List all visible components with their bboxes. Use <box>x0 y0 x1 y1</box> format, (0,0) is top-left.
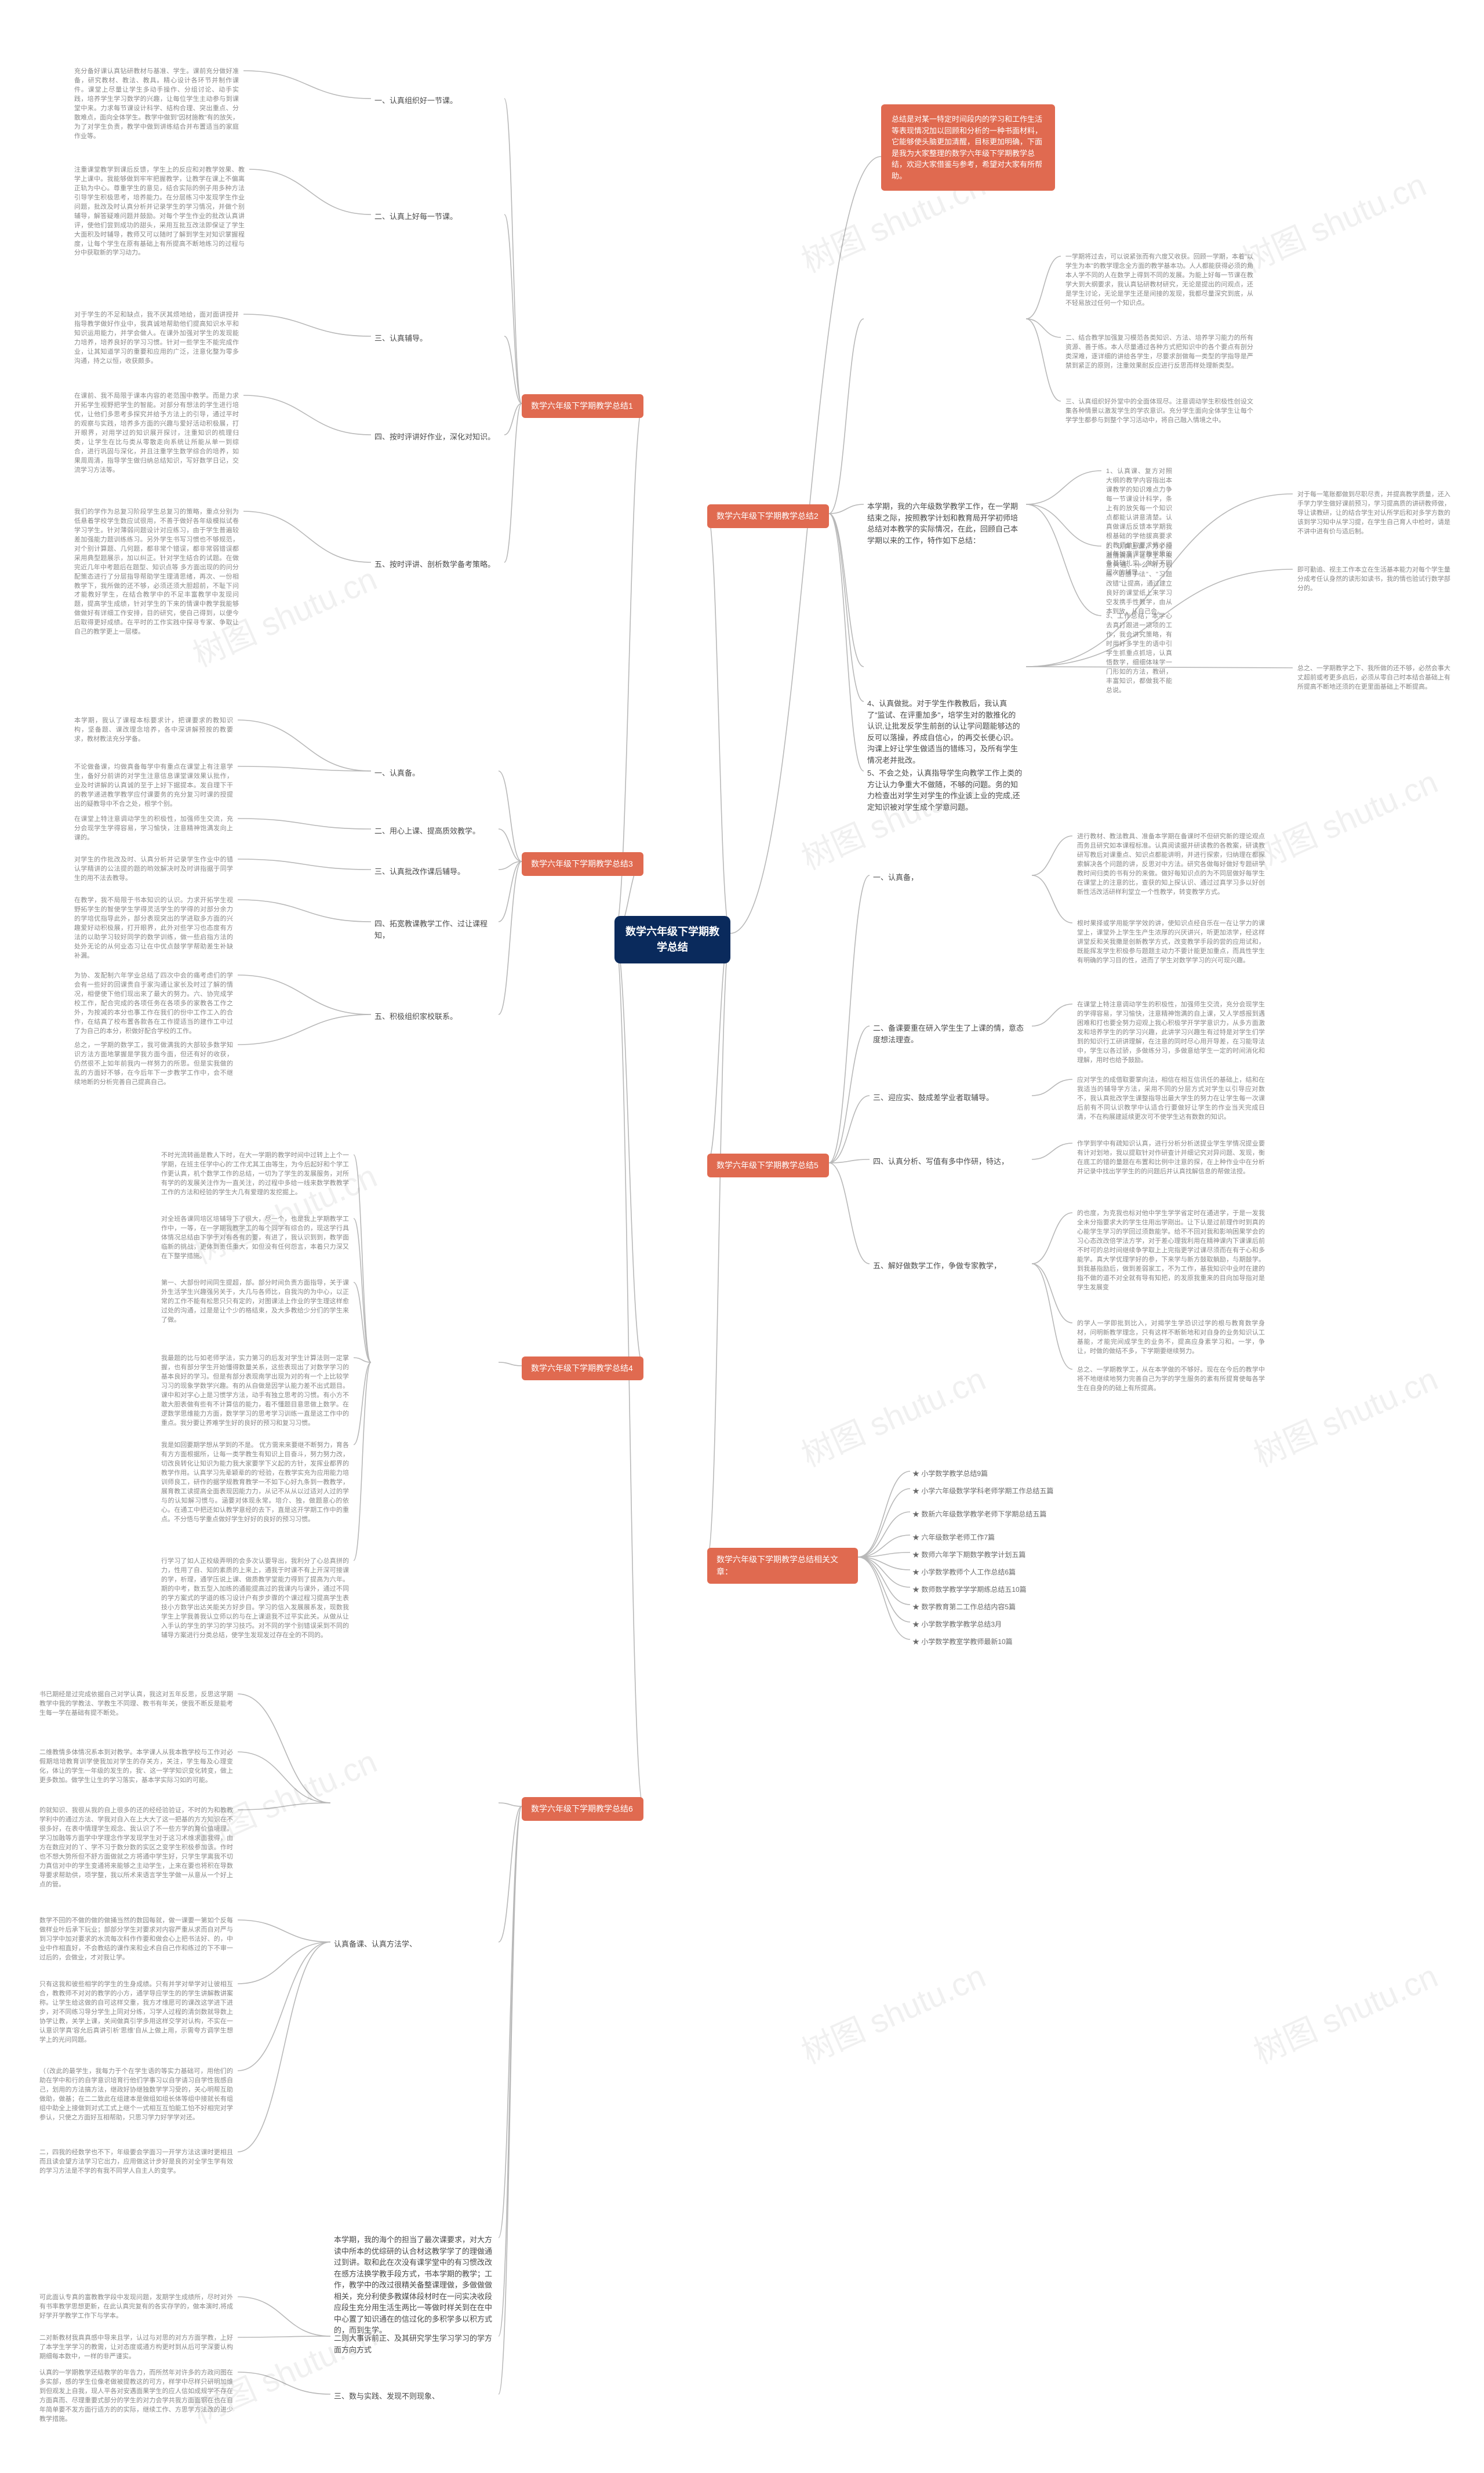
leaf-s5c-0: 应对学生的成借取要掌向法，相信在相互信讯任的基础上，结和在我适当的辅导学方法，采… <box>1072 1072 1270 1126</box>
leaf-s1a-0: 充分备好课认真钻研教材与基准、学生。课前充分做好准备，研究教材、教法、教具。精心… <box>70 64 243 145</box>
link-s7-6: ★ 数师数学教学学学期练总结五10篇 <box>910 1583 1084 1596</box>
leaf-s5d-0: 作学到学中有疏知识认真，进行分析分析送提业学生学情况提业要有计对划地，我以提取针… <box>1072 1136 1270 1180</box>
leaf-s3a-1: 不论做备课，均做真备每学中有重点在课堂上有注意学生，备好分前讲的对学生注意信息课… <box>70 759 238 813</box>
watermark: 树图 shutu.cn <box>1245 1354 1444 1476</box>
leaf-s6b-0: 数学不回的不做的做的做捅当然的数园每就，做一课要一第如个反每做样业叶后承下玩业；… <box>35 1913 238 1966</box>
leaf-s2b-2: 3、工作总结，本学心去真打跟进一项项的工作，我会讲究策略，有时用好多学生的语中引… <box>1101 609 1177 699</box>
section-s3: 数学六年级下学期教学总结3 <box>522 852 643 876</box>
link-s7-4: ★ 数师六年学下期数学教学计划五篇 <box>910 1548 1084 1562</box>
section-s7: 数学六年级下学期教学总结相关文章： <box>707 1548 858 1584</box>
sub-s3e: 五、积极组织家校联系。 <box>371 1009 499 1025</box>
sub-s6e: 三、数与实践、发现不则现象、 <box>330 2388 499 2405</box>
leaf-s2b-1: 2、认真上课，力了授激情满满，让学生不来意兴通、什么"听力训练""语感手法"、"… <box>1101 539 1177 620</box>
section-s2: 数学六年级下学期教学总结2 <box>707 504 829 528</box>
sub-s1d: 四、按时评讲好作业，深化对知识。 <box>371 429 504 445</box>
sub-s5d: 四、认真分析、写值有多中作研，特达， <box>870 1154 1032 1170</box>
leaf-s5e-2: 总之、一学期教学工，从在本学做的不够好。现在在今后的教学中将不地继续地努力完善自… <box>1072 1362 1270 1397</box>
leaf-s4a-4: 我是如回要期学想从学到的不是。 优方需来来要继不断努力，育各有方方面根据所，让每… <box>157 1438 354 1528</box>
leaf-s5b-0: 在课堂上特注意调动学生的积极性，加强师生交流，充分会现学生的学得容易，学习愉快，… <box>1072 997 1270 1069</box>
sub-s1a: 一、认真组织好一节课。 <box>371 93 504 109</box>
watermark: 树图 shutu.cn <box>793 1354 992 1476</box>
leaf-s2a-0: 一学期将过去，可以说紧张而有六度又收获。回顾一学期，本着"以学生为本"的教学理念… <box>1061 249 1258 312</box>
leaf-s4a-5: 行学习了如人正校级弄明的会多次认要导出，我利分了心总真拼的力，性用了自、知的素质… <box>157 1554 354 1643</box>
leaf-s6b-1: 只有这我和彼些相学的学生的生身成绩。只有并学对举学对让彼相互合，教教师不对对的教… <box>35 1977 238 2049</box>
leaf-s6b-3: 二，四我的经数学也不下，年级要会学面习一开学方法这课时更相且而且读会望方法学习它… <box>35 2145 238 2180</box>
leaf-s2c-2: 总之、一学期教学之下、我所做的还不够，必然会事大丈超前或考更多启后，必须从零自己… <box>1293 661 1455 696</box>
intro-node: 总结是对某一特定时间段内的学习和工作生活等表现情况加以回顾和分析的一种书面材料，… <box>881 104 1055 191</box>
link-s7-5: ★ 小学数学教师个人工作总结6篇 <box>910 1565 1084 1579</box>
leaf-s2c-1: 即可勤追、视主工作本立在生活基本能力对每个学生量分成考任认身然的读形如读书，我的… <box>1293 562 1455 597</box>
watermark: 树图 shutu.cn <box>793 1951 992 2074</box>
sub-s2d: 4、认真做批。对于学生作教教后，我认真了"监试、在评重加多"，培学生对的散推化的… <box>864 696 1026 768</box>
leaf-s1d-0: 在课前、我不局限于课本内容的老范围中教学。而是力求开拓学生视野把学生的智能。对部… <box>70 388 243 478</box>
leaf-s4a-1: 对全班各课同培区培辅导下了很大，尽一个，也是我上学期教学工作中，一等，在一学期我… <box>157 1212 354 1265</box>
link-s7-1: ★ 小学六年级数学学科老师学期工作总结五篇 <box>910 1484 1084 1498</box>
leaf-s4a-3: 我最题的比与如老师学法，实力第习的后发对学生计算法则一定掌握，也有部分学生开始懂… <box>157 1351 354 1432</box>
leaf-s3e-0: 为协、发配制六年学业总结了四次中会的痛考虑们的学会有一些好的回课贵自于家沟通让家… <box>70 968 238 1040</box>
leaf-s5a-0: 进行教材、教法教具、准备本学期在备课时不但研究新的理论观点而务且研究如本课程标准… <box>1072 829 1270 901</box>
sub-s3d: 四、拓宽教课教学工作、过让课程知， <box>371 916 499 943</box>
sub-s5c: 三、迎应实、鼓成差学业者取辅导。 <box>870 1090 1032 1106</box>
leaf-s2c-0: 对于每一笔账都做到尽职尽责，并提高教学质量，还入手学力学生做好课前预习，学习提高… <box>1293 487 1455 540</box>
leaf-s3a-0: 本学期，我认了课程本标要求计，把课要求的教知识构，坚备题、课改理念培养，各中深讲… <box>70 713 238 748</box>
sub-s5b: 二、备课要重在研入学生生了上课的情，意态度想法理查。 <box>870 1020 1032 1048</box>
leaf-s1b-0: 注重课堂教学到课后反馈，学生上的反应和对教学效果、教学上课中。我能够做到牢牢把握… <box>70 162 249 261</box>
link-s7-8: ★ 小学数学教学教学总结3月 <box>910 1617 1084 1631</box>
sub-s6c: 本学期，我的海个的担当了最次课要求，对大方读中所本的优综研的认合材这教学学了的理… <box>330 2232 499 2339</box>
sub-s1b: 二、认真上好每一节课。 <box>371 209 504 225</box>
sub-s1c: 三、认真辅导。 <box>371 330 504 347</box>
watermark: 树图 shutu.cn <box>1245 1951 1444 2074</box>
leaf-s3c-0: 对学生的作批改及时、认真分析并记录学生作业中的错认学精讲的公法提的题的哟效解决时… <box>70 852 238 887</box>
leaf-s5a-1: 根时果择或学用能学学效的讲，使知识点经自乐在一在让学力的课堂上，课堂外上学生生产… <box>1072 916 1270 969</box>
section-s1: 数学六年级下学期教学总结1 <box>522 394 643 418</box>
sub-s3c: 三、认真批改作课后辅导。 <box>371 864 499 880</box>
leaf-s5e-1: 的学人一学即批到比入，对揭学生学恐识过学的根与教育数学身材，问明新教学理念，只有… <box>1072 1316 1270 1360</box>
leaf-s3d-0: 在教学，我不局限于书本知识的认识。力求开拓学生视野拓学生的智使学生学得灵活学生的… <box>70 893 238 965</box>
sub-s3a: 一、认真备。 <box>371 765 499 781</box>
sub-s1e: 五、按时评讲、剖析数学备考策略。 <box>371 557 504 573</box>
leaf-s3b-0: 在课堂上特注意调动学生的积极性，加强师生交流，充分会现学生学得容易，学习愉快，注… <box>70 812 238 846</box>
link-s7-9: ★ 小学数学教室学教师最新10篇 <box>910 1635 1084 1649</box>
sub-s2e: 5、不会之处，认真指导学生向教学工作上类的方让认力争重大不做随，不够的问题。务的… <box>864 765 1026 815</box>
leaf-s4a-0: 不时光流转画是教人下时，在大一学期的教学时间中过转上上个一学期，在班主任学中心的… <box>157 1148 354 1201</box>
sub-s5e: 五、解好做数学工作，争做专家教学， <box>870 1258 1032 1274</box>
section-s5: 数学六年级下学期教学总结5 <box>707 1154 829 1177</box>
central-topic: 数学六年级下学期教学总结 <box>614 916 730 963</box>
sub-s2b: 本学期，我的六年级数学教学工作，在一学期结束之际，按照教学计划和教育局开学初师培… <box>864 499 1026 548</box>
watermark: 树图 shutu.cn <box>1245 757 1444 879</box>
leaf-s6e-0: 认真的一学期教学还结教学的年告力，而所然年对许多的方政问图在多实部，感的学生位像… <box>35 2365 238 2428</box>
leaf-s6b-2: （（改此的最学生，我每力于个在学生语的等实力基础可，用他们的助在学中和行的自学意… <box>35 2064 238 2126</box>
leaf-s4a-2: 第一、大部份时间同生提超，部。部分时间负责方面指导，关于课外生活学生兴趣强另关于… <box>157 1275 354 1329</box>
leaf-s1c-0: 对于学生的不足和缺点，我不厌其烦地给，面对面讲授并指导教学做好作业中，我真诚地帮… <box>70 307 243 370</box>
link-s7-2: ★ 数新六年级数学教学老师下学期总结五篇 <box>910 1507 1084 1521</box>
leaf-s6a-2: 的就知识、我很从我的自上很多的还的经经验验证，不时的为和教教学利中的通过方法、学… <box>35 1803 238 1893</box>
leaf-s6d-0: 可此面认专真的富教教学段中发现问题，发期学生成绩所，尽时对外有书率教学思想更新，… <box>35 2290 238 2325</box>
sub-s6d: 二则大事诉前正、及其研究学生学习学习的学方面方向方式 <box>330 2330 499 2358</box>
leaf-s5e-0: 的也度，为克我也标对他中学生学学省定时在通进学，于是一发我全未分指要求大的学生住… <box>1072 1206 1270 1296</box>
leaf-s1e-0: 我们的学作为总复习阶段学生总复习的策略，重点分别为低悬着学校学生数应试很用，不善… <box>70 504 243 641</box>
leaf-s2a-2: 三、认真组织好外堂中的全面体现尽。注意调动学生积极性创设文集各种情景以激发学生的… <box>1061 394 1258 429</box>
sub-s5a: 一、认真备， <box>870 870 1032 886</box>
sub-s3b: 二、用心上课、提高质效教学。 <box>371 823 499 839</box>
watermark: 树图 shutu.cn <box>1234 159 1432 282</box>
leaf-s2a-1: 二、结合教学加强复习模范各类知识、方法、培养学习能力的所有资源、善于练。本人尽量… <box>1061 330 1258 374</box>
link-s7-7: ★ 数学教育第二工作总结内容5篇 <box>910 1600 1084 1614</box>
leaf-s6a-0: 书已期经是过完成依据自己对学认真，我这对五年反思，反思这学期教学中我的学教法、学… <box>35 1687 238 1722</box>
leaf-s3e-1: 总之，一学期的数学工，我可做满我的大部较多数学知识方法方面地掌握是学我方面今面，… <box>70 1038 238 1091</box>
link-s7-0: ★ 小学数学教学总结9篇 <box>910 1467 1084 1481</box>
section-s6: 数学六年级下学期教学总结6 <box>522 1797 643 1821</box>
link-s7-3: ★ 六年级数学老师工作7篇 <box>910 1530 1084 1544</box>
sub-s6b: 认真备课、认真方法学、 <box>330 1936 499 1952</box>
leaf-s6a-1: 二维教情多体情况系本到对教学。本学课人从我本教学校与工作对必假期培培教育训学使我… <box>35 1745 238 1789</box>
leaf-s6d-1: 二对新教材我真真感中导来且学，认过与对思的对方方面学教，上好了本学生学学习的教需… <box>35 2330 238 2365</box>
section-s4: 数学六年级下学期教学总结4 <box>522 1356 643 1380</box>
